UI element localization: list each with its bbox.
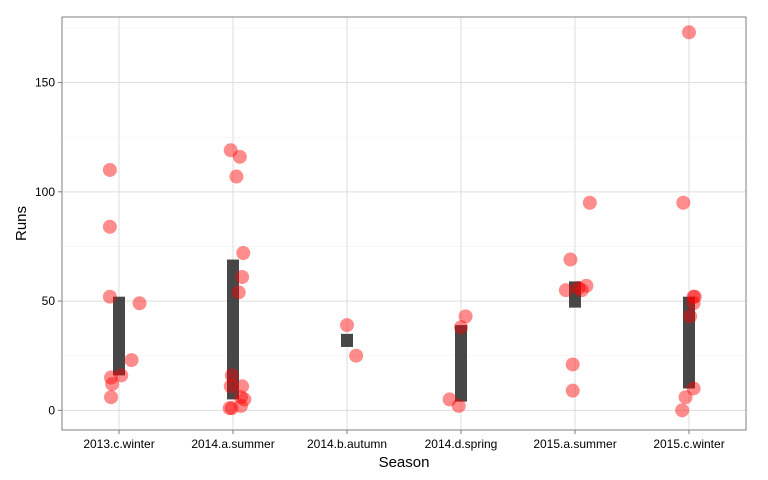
y-tick-label: 150 [35,76,55,90]
x-tick-label: 2015.c.winter [653,437,724,451]
data-point [683,309,698,324]
y-tick-label: 100 [35,185,55,199]
data-point [233,390,248,405]
data-point [442,392,457,407]
plot-panel-border [61,16,747,431]
data-point [114,368,129,383]
data-point [687,289,702,304]
range-bar [113,296,125,376]
axes: 0 50 100 150 2013.c.winter 2014.a.summer 2014.… [35,76,725,451]
data-points [102,25,702,418]
data-point [574,283,589,298]
data-point [104,390,119,405]
data-point [686,296,701,311]
x-tick-label: 2013.c.winter [83,437,154,451]
data-point [558,283,573,298]
data-point [102,162,117,177]
y-tick-label: 50 [42,294,56,308]
data-point [565,357,580,372]
data-point [563,252,578,267]
y-tick-label: 0 [48,403,55,417]
data-point [104,370,119,385]
data-point [223,143,238,158]
x-tick-label: 2014.a.summer [191,437,274,451]
data-point [579,278,594,293]
x-axis-title: Season [379,454,430,471]
data-point [229,169,244,184]
data-point [451,398,466,413]
data-point [686,381,701,396]
data-point [237,392,252,407]
data-point [454,320,468,335]
data-point [682,25,696,40]
range-bar [569,281,581,308]
data-point [224,401,239,416]
data-point [232,149,247,164]
data-point [236,246,251,260]
x-tick-label: 2015.a.summer [533,437,616,451]
y-axis-title: Runs [13,206,30,241]
data-point [686,289,701,304]
data-point [233,398,248,413]
x-tick-label: 2014.d.spring [425,437,498,451]
data-point [224,368,239,383]
data-point [132,296,147,311]
data-point [102,219,117,234]
data-point [223,379,238,394]
data-point [678,390,693,405]
data-point [231,285,246,300]
data-point [340,318,354,333]
data-point [676,195,691,210]
range-bar [455,325,467,402]
x-tick-label: 2014.b.autumn [307,437,387,451]
data-point [105,377,120,392]
data-point [565,383,580,398]
data-point [349,348,364,363]
range-bar [683,296,695,389]
data-point [458,309,473,324]
range-bars [113,259,695,402]
data-point [124,353,139,368]
range-bar [341,333,353,347]
data-point [235,270,250,285]
data-point [235,379,250,394]
data-point [675,403,690,418]
data-point [571,280,586,295]
range-bar [227,259,239,400]
data-point [222,401,237,416]
data-point [582,195,597,210]
data-point [102,289,117,304]
